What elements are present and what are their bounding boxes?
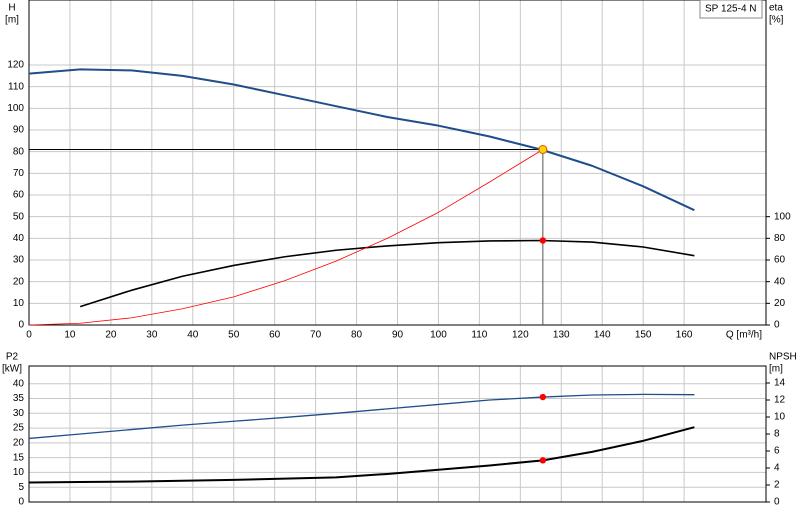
x-tick-label: 60 (269, 330, 281, 341)
y-tick-label: 30 (13, 255, 25, 266)
y-axis-unit: [kW] (2, 364, 22, 375)
series-line (28, 68, 695, 212)
y-tick-label: 15 (13, 452, 25, 463)
y-tick-label: 35 (13, 393, 25, 404)
series-line (28, 426, 695, 484)
y2-tick-label: 40 (774, 276, 786, 287)
plot-frame (28, 365, 767, 503)
series-line (28, 149, 544, 326)
x-axis-label: Q [m³/h] (726, 330, 762, 341)
y2-tick-label: 20 (774, 298, 786, 309)
x-tick-label: 100 (430, 330, 447, 341)
y2-tick-label: 8 (774, 429, 780, 440)
y2-axis-unit: [%] (769, 15, 784, 26)
x-tick-label: 160 (676, 330, 693, 341)
x-tick-label: 110 (471, 330, 487, 341)
x-tick-label: 80 (351, 330, 363, 341)
y-axis-label: P2 (6, 352, 19, 363)
x-tick-label: 30 (146, 330, 158, 341)
series-line (28, 393, 695, 440)
y2-tick-label: 0 (774, 497, 780, 508)
y2-tick-label: 4 (774, 463, 780, 474)
y-tick-label: 20 (13, 438, 25, 449)
legend-box (699, 0, 763, 19)
y-tick-label: 20 (13, 276, 25, 287)
x-tick-label: 20 (105, 330, 117, 341)
operating-point (539, 237, 547, 244)
duty-point (538, 145, 548, 154)
y-tick-label: 10 (13, 467, 25, 478)
y2-axis-label: NPSH (769, 352, 797, 363)
y-tick-label: 50 (13, 211, 25, 222)
y-tick-label: 90 (13, 125, 25, 136)
y2-tick-label: 100 (774, 211, 791, 222)
y2-tick-label: 60 (774, 255, 786, 266)
y2-tick-label: 2 (774, 480, 780, 491)
y-tick-label: 110 (8, 81, 24, 92)
y-tick-label: 70 (13, 168, 25, 179)
y2-axis-unit: [m] (769, 364, 783, 375)
y2-tick-label: 10 (774, 412, 786, 423)
y-tick-label: 0 (18, 497, 24, 508)
y2-tick-label: 12 (774, 395, 786, 406)
x-tick-label: 150 (635, 330, 652, 341)
y2-tick-label: 6 (774, 446, 780, 457)
x-tick-label: 40 (187, 330, 199, 341)
x-tick-label: 140 (594, 330, 611, 341)
x-tick-label: 130 (553, 330, 570, 341)
y-tick-label: 0 (18, 320, 24, 331)
y-tick-label: 120 (7, 60, 24, 71)
x-tick-label: 70 (310, 330, 322, 341)
y-tick-label: 5 (18, 482, 24, 493)
y-tick-label: 40 (13, 233, 25, 244)
y2-tick-label: 80 (774, 233, 786, 244)
y2-axis-label: eta (769, 3, 783, 14)
y-tick-label: 25 (13, 423, 25, 434)
legend-label: SP 125-4 N (705, 4, 757, 15)
x-tick-label: 0 (26, 330, 32, 341)
operating-point (539, 393, 547, 401)
x-tick-label: 50 (228, 330, 240, 341)
plot-frame (28, 0, 767, 326)
y-tick-label: 30 (13, 408, 25, 419)
x-tick-label: 90 (392, 330, 404, 341)
y-tick-label: 100 (7, 103, 24, 114)
x-tick-label: 120 (512, 330, 529, 341)
y-tick-label: 80 (13, 146, 25, 157)
y2-tick-label: 0 (774, 320, 780, 331)
x-tick-label: 10 (64, 330, 76, 341)
y2-tick-label: 14 (774, 378, 786, 389)
y-axis-unit: [m] (5, 15, 19, 26)
y-tick-label: 60 (13, 190, 25, 201)
series-line (79, 239, 695, 308)
y-tick-label: 40 (13, 378, 25, 389)
y-tick-label: 10 (13, 298, 25, 309)
operating-point (539, 457, 547, 464)
y-axis-label: H (8, 3, 15, 14)
